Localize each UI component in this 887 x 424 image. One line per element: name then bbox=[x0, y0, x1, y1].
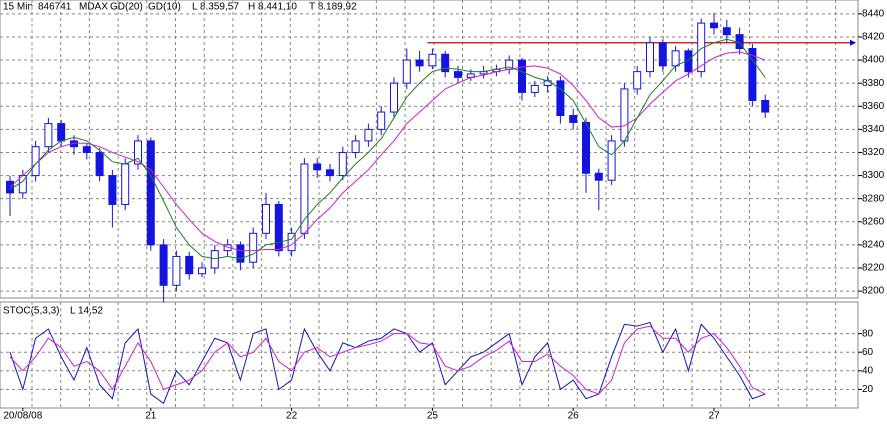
x-tick-label: 25 bbox=[427, 411, 439, 422]
series-line bbox=[9, 321, 766, 405]
stoch-panel bbox=[0, 301, 859, 409]
candle-body bbox=[556, 80, 565, 117]
candle-body bbox=[210, 250, 219, 269]
stat: H 8.441,10 bbox=[248, 2, 297, 13]
candle-body bbox=[633, 71, 642, 90]
candle-body bbox=[710, 22, 718, 29]
y-tick-label: 20 bbox=[862, 384, 874, 395]
candle-body bbox=[364, 128, 373, 142]
candle-body bbox=[646, 42, 654, 73]
y-tick-label: 8280 bbox=[862, 193, 885, 204]
candle-body bbox=[441, 53, 450, 73]
y-tick-label: 8400 bbox=[862, 55, 885, 66]
y-tick-label: 8420 bbox=[862, 32, 885, 43]
legend-entry: GD(20) bbox=[110, 2, 143, 13]
symbol-id: 846741 bbox=[38, 2, 72, 13]
x-tick-label: 26 bbox=[568, 411, 580, 422]
candle-body bbox=[236, 244, 245, 263]
candle-body bbox=[569, 115, 578, 123]
candle-body bbox=[121, 163, 130, 205]
candle-body bbox=[620, 88, 629, 142]
candle-body bbox=[402, 59, 411, 84]
y-tick-label: 8340 bbox=[862, 124, 885, 135]
x-tick-label: 21 bbox=[145, 411, 157, 422]
candle-body bbox=[722, 27, 731, 36]
candle-body bbox=[543, 80, 552, 86]
stat: L 8.359,57 bbox=[192, 2, 239, 13]
y-tick-label: 8220 bbox=[862, 263, 885, 274]
candle-body bbox=[338, 151, 347, 177]
candle-body bbox=[377, 111, 386, 130]
candle-body bbox=[761, 99, 770, 113]
candle-body bbox=[415, 59, 424, 67]
series-line bbox=[9, 38, 766, 260]
candle-body bbox=[249, 232, 258, 263]
y-tick-label: 8240 bbox=[862, 240, 885, 251]
candle-body bbox=[454, 71, 462, 78]
y-tick-label: 8320 bbox=[862, 147, 885, 158]
series-line bbox=[9, 325, 766, 395]
candle-body bbox=[658, 42, 667, 67]
candle-body bbox=[530, 84, 539, 93]
candle-body bbox=[274, 203, 283, 252]
candle-body bbox=[594, 172, 603, 181]
candle-body bbox=[748, 48, 757, 101]
stat: T 8.189,92 bbox=[309, 2, 357, 13]
y-tick-label: 80 bbox=[862, 328, 874, 339]
hline-arrow bbox=[850, 39, 856, 46]
candle-body bbox=[262, 203, 270, 234]
candle-body bbox=[159, 244, 168, 286]
x-tick-label: 20/08/08 bbox=[3, 411, 42, 422]
y-tick-label: 60 bbox=[862, 347, 874, 358]
y-tick-label: 8360 bbox=[862, 101, 885, 112]
candle-body bbox=[351, 140, 360, 153]
candle-body bbox=[95, 151, 104, 177]
candle-body bbox=[607, 140, 616, 181]
symbol: MDAX bbox=[79, 2, 108, 13]
candle-body bbox=[146, 140, 155, 246]
candle-body bbox=[172, 255, 181, 286]
candle-body bbox=[582, 121, 590, 174]
stoch-title: STOC(5,3,3) bbox=[3, 306, 60, 317]
candle-body bbox=[198, 267, 206, 275]
candle-body bbox=[326, 169, 334, 177]
y-tick-label: 8200 bbox=[862, 286, 885, 297]
stoch-subtitle: L 14,52 bbox=[70, 306, 103, 317]
candle-body bbox=[518, 59, 526, 93]
series-line bbox=[9, 51, 766, 252]
candle-body bbox=[185, 255, 194, 275]
candle-body bbox=[44, 123, 53, 148]
y-tick-label: 40 bbox=[862, 365, 874, 376]
price-panel bbox=[0, 0, 859, 299]
candle-body bbox=[108, 175, 117, 205]
candle-body bbox=[82, 146, 91, 153]
y-tick-label: 8300 bbox=[862, 170, 885, 181]
candle-body bbox=[671, 50, 680, 67]
y-tick-label: 8440 bbox=[862, 9, 885, 20]
y-tick-label: 8260 bbox=[862, 216, 885, 227]
x-tick-label: 27 bbox=[708, 411, 720, 422]
y-tick-label: 8380 bbox=[862, 78, 885, 89]
candle-body bbox=[428, 53, 437, 67]
candle-body bbox=[390, 82, 398, 113]
candle-body bbox=[57, 123, 66, 142]
candle-body bbox=[313, 163, 322, 171]
legend-entry: GD(10) bbox=[148, 2, 181, 13]
candle-body bbox=[134, 140, 142, 165]
interval: 15 Min bbox=[3, 2, 33, 13]
x-tick-label: 22 bbox=[286, 411, 298, 422]
